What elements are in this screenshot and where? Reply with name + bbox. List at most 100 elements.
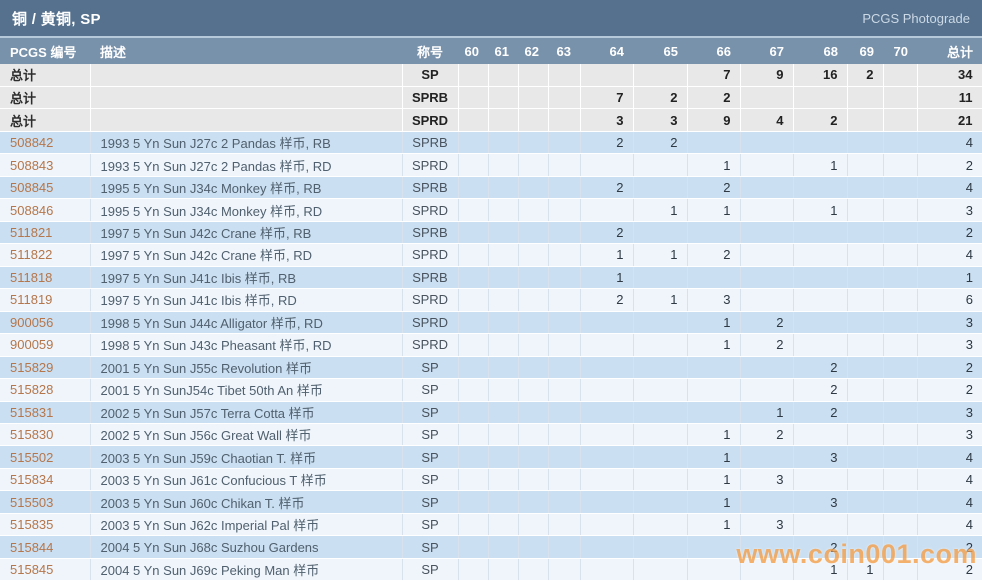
designation-cell: SPRD xyxy=(402,288,459,312)
column-header-grade-63: 63 xyxy=(556,43,571,59)
grade-60-cell xyxy=(458,288,489,312)
pcgs-number-link[interactable]: 508843 xyxy=(10,157,54,173)
grade-66-cell: 1 xyxy=(687,513,741,537)
grade-60-cell xyxy=(458,266,489,290)
designation-cell: SP xyxy=(402,356,459,380)
grade-70-cell xyxy=(883,108,918,132)
column-header-grade-67: 67 xyxy=(769,43,784,59)
grade-64-cell: 2 xyxy=(580,288,634,312)
grade-63-cell xyxy=(548,468,581,492)
pcgs-number-link[interactable]: 515502 xyxy=(10,449,54,465)
total-cell: 4 xyxy=(917,243,982,267)
grade-64-cell xyxy=(580,378,634,402)
grade-63-cell xyxy=(548,86,581,110)
pcgs-number-link[interactable]: 511818 xyxy=(10,269,53,285)
pcgs-number-link[interactable]: 511821 xyxy=(10,225,53,241)
grade-67-cell: 2 xyxy=(740,333,794,357)
grade-60-cell xyxy=(458,108,489,132)
pcgs-number-link[interactable]: 515835 xyxy=(10,517,54,533)
description-cell: 1993 5 Yn Sun J27c 2 Pandas 样币, RD xyxy=(90,153,403,177)
grade-61-cell xyxy=(488,176,519,200)
grade-62-cell xyxy=(518,131,549,155)
grade-61-cell xyxy=(488,535,519,559)
grade-69-cell xyxy=(847,490,884,514)
grade-66-cell: 1 xyxy=(687,153,741,177)
column-header-grade-66: 66 xyxy=(716,43,731,59)
pcgs-number-link[interactable]: 508845 xyxy=(10,180,54,196)
grade-67-cell xyxy=(740,86,794,110)
grade-63-cell xyxy=(548,64,581,87)
grade-60-cell xyxy=(458,311,489,335)
grade-61-cell xyxy=(488,198,519,222)
pcgs-number-link[interactable]: 515834 xyxy=(10,472,54,488)
grade-67-cell: 3 xyxy=(740,513,794,537)
pcgs-number-link[interactable]: 900056 xyxy=(10,314,54,330)
pcgs-number-link[interactable]: 515831 xyxy=(10,404,54,420)
grade-67-cell xyxy=(740,356,794,380)
grade-69-cell xyxy=(847,333,884,357)
grade-67-cell xyxy=(740,221,794,245)
pcgs-number-link[interactable]: 515829 xyxy=(10,359,54,375)
designation-cell: SPRB xyxy=(402,131,459,155)
grade-66-cell: 9 xyxy=(687,108,741,132)
grade-70-cell xyxy=(883,266,918,290)
pcgs-number-cell: 900059 xyxy=(0,333,91,357)
grade-67-cell xyxy=(740,198,794,222)
grade-60-cell xyxy=(458,468,489,492)
pcgs-number-link[interactable]: 515828 xyxy=(10,382,54,398)
grade-64-cell xyxy=(580,423,634,447)
grade-61-cell xyxy=(488,356,519,380)
grade-66-cell: 1 xyxy=(687,490,741,514)
grade-68-cell xyxy=(793,288,848,312)
table-row: 511818 1997 5 Yn Sun J41c Ibis 样币, RB SPRB… xyxy=(0,266,982,290)
pcgs-number-link[interactable]: 511822 xyxy=(10,247,53,263)
grade-63-cell xyxy=(548,131,581,155)
grade-64-cell: 2 xyxy=(580,221,634,245)
grade-64-cell: 3 xyxy=(580,108,634,132)
grade-69-cell xyxy=(847,535,884,559)
designation-cell: SPRB xyxy=(402,221,459,245)
grade-64-cell xyxy=(580,401,634,425)
designation-cell: SP xyxy=(402,468,459,492)
grade-69-cell xyxy=(847,221,884,245)
grade-68-cell: 2 xyxy=(793,535,848,559)
grade-61-cell xyxy=(488,445,519,469)
description-cell: 2003 5 Yn Sun J61c Confucious T 样币 xyxy=(90,468,403,492)
grade-65-cell xyxy=(633,468,688,492)
grade-66-cell: 1 xyxy=(687,311,741,335)
grade-61-cell xyxy=(488,86,519,110)
grade-68-cell xyxy=(793,221,848,245)
pcgs-number-link[interactable]: 508842 xyxy=(10,135,54,151)
pcgs-number-link[interactable]: 515830 xyxy=(10,427,54,443)
photograde-link[interactable]: PCGS Photograde xyxy=(862,10,970,26)
grade-62-cell xyxy=(518,108,549,132)
grade-68-cell: 1 xyxy=(793,153,848,177)
pcgs-number-link[interactable]: 515844 xyxy=(10,539,54,555)
table-row: 511822 1997 5 Yn Sun J42c Crane 样币, RD SPR… xyxy=(0,243,982,267)
grade-66-cell: 2 xyxy=(687,176,741,200)
description-cell: 1998 5 Yn Sun J43c Pheasant 样币, RD xyxy=(90,333,403,357)
total-cell: 2 xyxy=(917,558,982,581)
pcgs-number-link[interactable]: 515845 xyxy=(10,562,54,578)
grade-67-cell xyxy=(740,288,794,312)
grade-63-cell xyxy=(548,108,581,132)
grade-64-cell: 7 xyxy=(580,86,634,110)
grade-70-cell xyxy=(883,153,918,177)
pcgs-number-link[interactable]: 515503 xyxy=(10,494,54,510)
grade-62-cell xyxy=(518,243,549,267)
grade-69-cell xyxy=(847,198,884,222)
grade-60-cell xyxy=(458,513,489,537)
pcgs-number-link[interactable]: 508846 xyxy=(10,202,54,218)
column-header-grade-62: 62 xyxy=(524,43,539,59)
grade-60-cell xyxy=(458,221,489,245)
table-row: 515831 2002 5 Yn Sun J57c Terra Cotta 样币 S… xyxy=(0,401,982,425)
grade-66-cell: 1 xyxy=(687,198,741,222)
table-row: 508843 1993 5 Yn Sun J27c 2 Pandas 样币, RD… xyxy=(0,153,982,177)
pcgs-number-link[interactable]: 511819 xyxy=(10,292,53,308)
grade-66-cell xyxy=(687,356,741,380)
pcgs-number-link[interactable]: 900059 xyxy=(10,337,54,353)
total-cell: 2 xyxy=(917,535,982,559)
pcgs-number-cell: 515835 xyxy=(0,513,91,537)
pcgs-number-cell: 511818 xyxy=(0,266,91,290)
